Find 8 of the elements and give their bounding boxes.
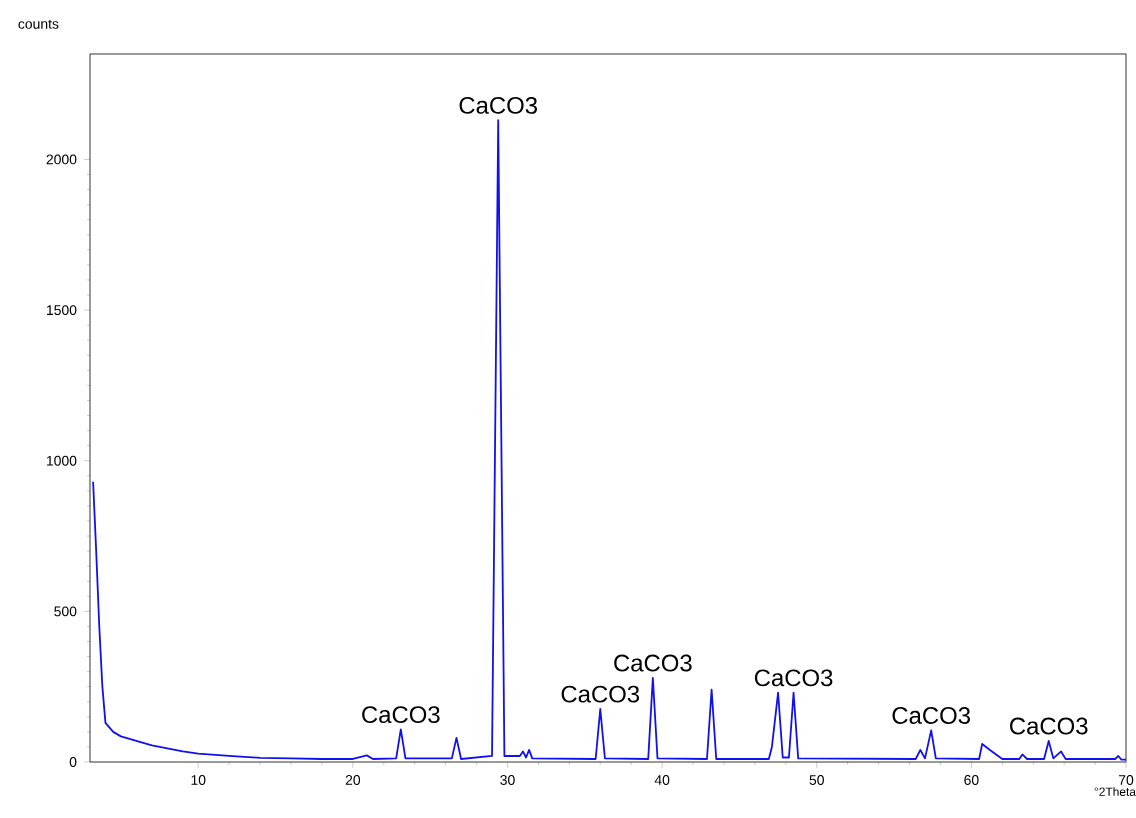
annotation: CaCO3 bbox=[614, 654, 692, 672]
annotation: CaCO3 bbox=[459, 96, 538, 114]
annotation: CaCO3 bbox=[362, 706, 440, 724]
annotation: CaCO3 bbox=[1010, 717, 1088, 735]
annotation: CaCO3 bbox=[754, 669, 833, 687]
annotation: CaCO3 bbox=[561, 685, 640, 703]
annotation: CaCO3 bbox=[892, 707, 970, 724]
line-series bbox=[92, 119, 1127, 761]
